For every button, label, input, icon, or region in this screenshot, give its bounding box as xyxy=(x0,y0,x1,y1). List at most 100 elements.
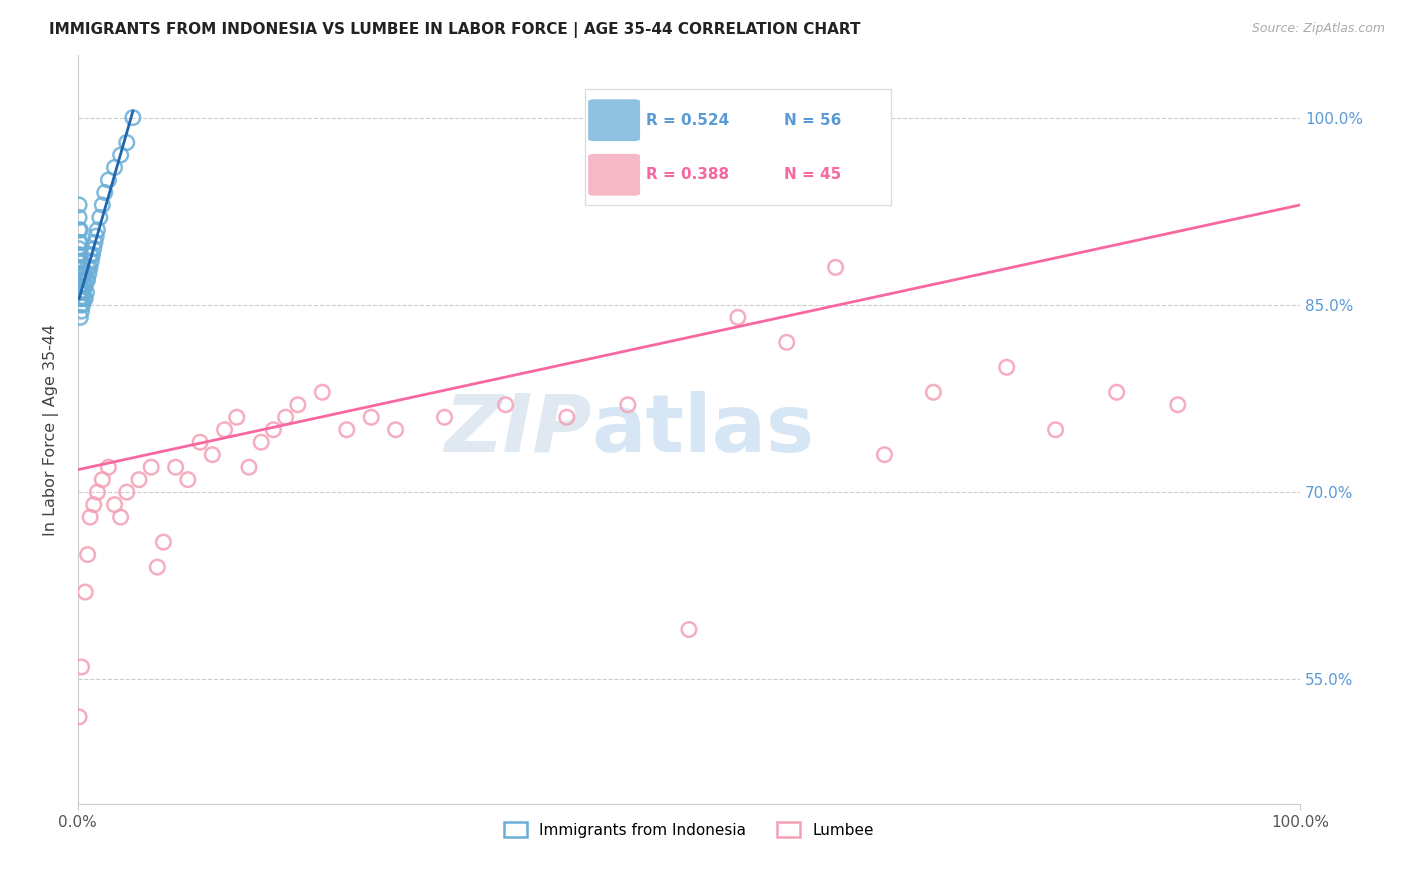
Point xyxy=(97,173,120,187)
Text: IMMIGRANTS FROM INDONESIA VS LUMBEE IN LABOR FORCE | AGE 35-44 CORRELATION CHART: IMMIGRANTS FROM INDONESIA VS LUMBEE IN L… xyxy=(49,22,860,38)
Point xyxy=(91,198,114,212)
Point xyxy=(67,198,90,212)
Point xyxy=(73,279,96,293)
Point xyxy=(75,267,97,281)
Point xyxy=(274,410,297,425)
Point xyxy=(84,229,107,244)
Point xyxy=(79,260,101,275)
Point xyxy=(75,273,97,287)
Point xyxy=(79,510,101,524)
Point xyxy=(617,398,640,412)
Point xyxy=(83,498,105,512)
Point xyxy=(79,248,101,262)
Point xyxy=(115,136,138,150)
Point xyxy=(70,254,93,268)
Point xyxy=(67,211,90,225)
Point xyxy=(97,460,120,475)
Point xyxy=(69,260,91,275)
Point xyxy=(82,248,104,262)
Point xyxy=(75,585,97,599)
Point xyxy=(67,248,90,262)
Point xyxy=(262,423,284,437)
Point xyxy=(94,186,117,200)
Point xyxy=(86,223,108,237)
Point xyxy=(727,310,749,325)
Point xyxy=(67,260,90,275)
Y-axis label: In Labor Force | Age 35-44: In Labor Force | Age 35-44 xyxy=(44,324,59,536)
Point xyxy=(67,267,90,281)
Point xyxy=(336,423,359,437)
Point xyxy=(115,485,138,500)
Point xyxy=(201,448,224,462)
Point xyxy=(238,460,260,475)
Point xyxy=(76,548,98,562)
Point xyxy=(72,267,94,281)
Point xyxy=(146,560,169,574)
Point xyxy=(83,242,105,256)
Point xyxy=(75,279,97,293)
Point xyxy=(69,310,91,325)
Point xyxy=(89,211,111,225)
Point xyxy=(67,223,90,237)
Point xyxy=(67,242,90,256)
Point xyxy=(873,448,896,462)
Point xyxy=(384,423,406,437)
Point xyxy=(110,148,132,162)
Point xyxy=(103,498,125,512)
Point xyxy=(141,460,163,475)
Point xyxy=(69,285,91,300)
Point xyxy=(73,292,96,306)
Point xyxy=(67,285,90,300)
Point xyxy=(69,248,91,262)
Point xyxy=(72,285,94,300)
Point xyxy=(678,623,700,637)
Point xyxy=(67,292,90,306)
Point xyxy=(214,423,236,437)
Point xyxy=(922,385,945,400)
Point xyxy=(360,410,382,425)
Point xyxy=(824,260,846,275)
Point xyxy=(76,260,98,275)
Point xyxy=(188,435,211,450)
Point xyxy=(84,235,107,250)
Point xyxy=(250,435,273,450)
Point xyxy=(76,273,98,287)
Point xyxy=(776,335,799,350)
Point xyxy=(67,710,90,724)
Point xyxy=(1045,423,1067,437)
Point xyxy=(128,473,150,487)
Text: Source: ZipAtlas.com: Source: ZipAtlas.com xyxy=(1251,22,1385,36)
Text: atlas: atlas xyxy=(591,391,814,468)
Point xyxy=(77,267,100,281)
Point xyxy=(433,410,456,425)
Point xyxy=(225,410,247,425)
Point xyxy=(67,273,90,287)
Point xyxy=(287,398,309,412)
Point xyxy=(555,410,578,425)
Point xyxy=(70,267,93,281)
Point xyxy=(80,254,103,268)
Point xyxy=(70,660,93,674)
Point xyxy=(1105,385,1128,400)
Point xyxy=(995,360,1018,375)
Point xyxy=(1167,398,1189,412)
Point xyxy=(91,473,114,487)
Point xyxy=(69,273,91,287)
Point xyxy=(67,235,90,250)
Text: ZIP: ZIP xyxy=(444,391,591,468)
Point xyxy=(70,304,93,318)
Point xyxy=(152,535,174,549)
Point xyxy=(121,111,143,125)
Point xyxy=(75,285,97,300)
Point xyxy=(69,223,91,237)
Point xyxy=(495,398,517,412)
Point xyxy=(311,385,333,400)
Point xyxy=(72,298,94,312)
Point xyxy=(70,279,93,293)
Point xyxy=(177,473,200,487)
Point xyxy=(67,279,90,293)
Point xyxy=(86,485,108,500)
Point xyxy=(110,510,132,524)
Point xyxy=(165,460,187,475)
Point xyxy=(75,292,97,306)
